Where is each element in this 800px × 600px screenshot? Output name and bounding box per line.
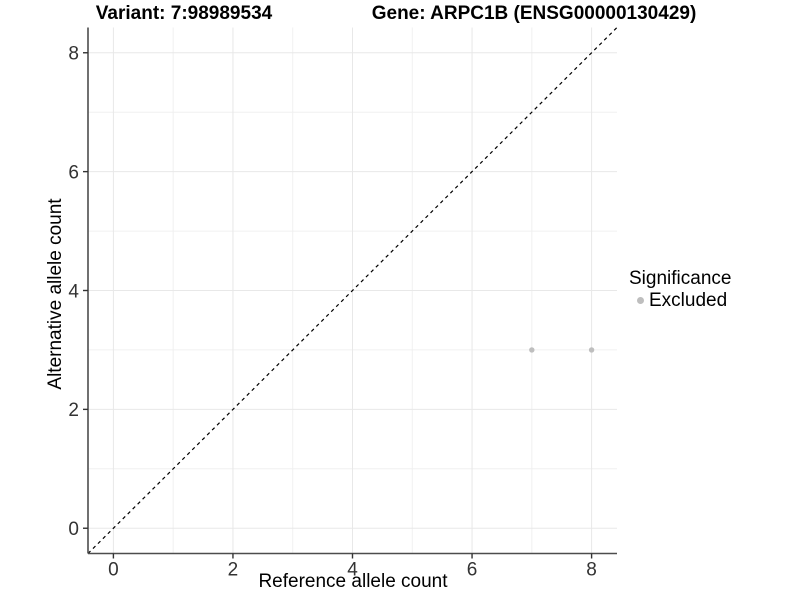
y-tick-label: 8 <box>68 44 79 65</box>
data-point <box>588 347 595 353</box>
x-tick-label: 8 <box>586 559 597 580</box>
x-tick-label: 4 <box>347 559 358 580</box>
x-tick-label: 6 <box>467 559 478 580</box>
identity-dashed-line <box>87 27 618 554</box>
y-tick-label: 0 <box>68 519 79 540</box>
plot-title-variant: Variant: 7:98989534 <box>95 3 273 24</box>
legend-item-excluded: Excluded <box>637 290 731 311</box>
y-axis-title: Alternative allele count <box>45 198 66 390</box>
plot-title-gene: Gene: ARPC1B (ENSG00000130429) <box>371 3 697 24</box>
legend-title: Significance <box>629 268 732 289</box>
excluded-point-icon <box>637 297 644 304</box>
legend: Significance Excluded <box>629 268 731 311</box>
x-tick-label: 2 <box>228 559 239 580</box>
y-tick-label: 6 <box>68 162 79 183</box>
y-tick-label: 2 <box>68 400 79 421</box>
legend-item-label: Excluded <box>649 290 728 311</box>
x-axis-title: Reference allele count <box>258 571 448 592</box>
y-tick-label: 4 <box>68 281 79 302</box>
x-tick-label: 0 <box>108 559 119 580</box>
data-point <box>529 347 535 353</box>
